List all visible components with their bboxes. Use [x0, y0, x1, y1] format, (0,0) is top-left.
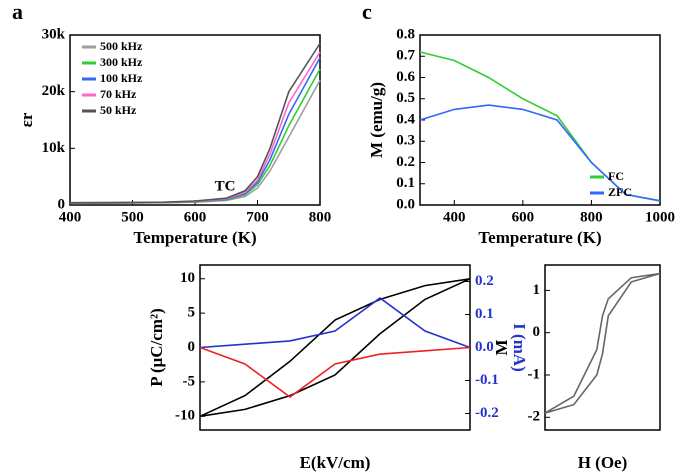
x-tick-label: 600 [184, 209, 207, 225]
annotation: TC [215, 178, 236, 194]
y-tick-label: 0 [533, 324, 541, 340]
x-tick-label: 500 [121, 209, 144, 225]
y-tick-label: 0.2 [396, 154, 415, 170]
x-tick-label: 800 [309, 209, 332, 225]
y2-tick-label: -0.1 [475, 372, 499, 388]
y-axis-label: M (emu/g) [367, 82, 386, 158]
y-tick-label: 0.1 [396, 175, 415, 191]
legend-label: 50 kHz [100, 103, 137, 117]
x-tick-label: 400 [59, 209, 82, 225]
figure: a c 0 10k 20k 30k 400 500 600 700 800 Temperature… [0, 0, 681, 476]
y-tick-label: 10k [42, 140, 66, 156]
y-axis-label: M [492, 339, 511, 355]
y-tick-label: 0.0 [396, 196, 415, 212]
y-tick-label: 20k [42, 83, 66, 99]
y-tick-label: -2 [528, 409, 541, 425]
y-tick-label: 0.4 [396, 111, 415, 127]
legend-label: 100 kHz [100, 71, 143, 85]
legend-label: 300 kHz [100, 55, 143, 69]
y-tick-label: 0.7 [396, 48, 415, 64]
x-axis-label: Temperature (K) [478, 228, 601, 247]
y-tick-label: 0.8 [396, 26, 415, 42]
x-axis-label: Temperature (K) [133, 228, 256, 247]
x-tick-label: 800 [580, 209, 603, 225]
y-tick-label: 0 [188, 339, 196, 355]
y-tick-label: 30k [42, 26, 66, 42]
y-tick-label: 10 [180, 270, 195, 286]
y-tick-label: 0.3 [396, 133, 415, 149]
y-tick-label: -1 [528, 366, 541, 382]
y2-tick-label: -0.2 [475, 405, 499, 421]
legend-label: 500 kHz [100, 39, 143, 53]
legend-label: ZFC [608, 185, 632, 199]
y2-tick-label: 0.2 [475, 273, 494, 289]
y-axis-label: P (μC/cm²) [147, 308, 166, 386]
y-tick-label: 5 [188, 305, 196, 321]
x-axis-label: H (Oe) [578, 453, 628, 472]
x-axis-label: E(kV/cm) [300, 453, 371, 472]
x-tick-label: 600 [512, 209, 535, 225]
y-tick-label: -5 [183, 373, 196, 389]
y2-axis-label: I (mA) [510, 323, 529, 372]
y-tick-label: 1 [533, 282, 541, 298]
y-tick-label: 0.5 [396, 90, 415, 106]
panel-label: c [362, 0, 372, 24]
y-axis-label: εr [17, 112, 36, 127]
legend-label: 70 kHz [100, 87, 137, 101]
panel-label: a [12, 0, 23, 24]
x-tick-label: 700 [246, 209, 269, 225]
x-tick-label: 400 [443, 209, 466, 225]
legend-label: FC [608, 169, 624, 183]
y-tick-label: 0.6 [396, 69, 415, 85]
x-tick-label: 1000 [645, 209, 675, 225]
y-tick-label: -10 [175, 408, 195, 424]
y2-tick-label: 0.1 [475, 306, 494, 322]
